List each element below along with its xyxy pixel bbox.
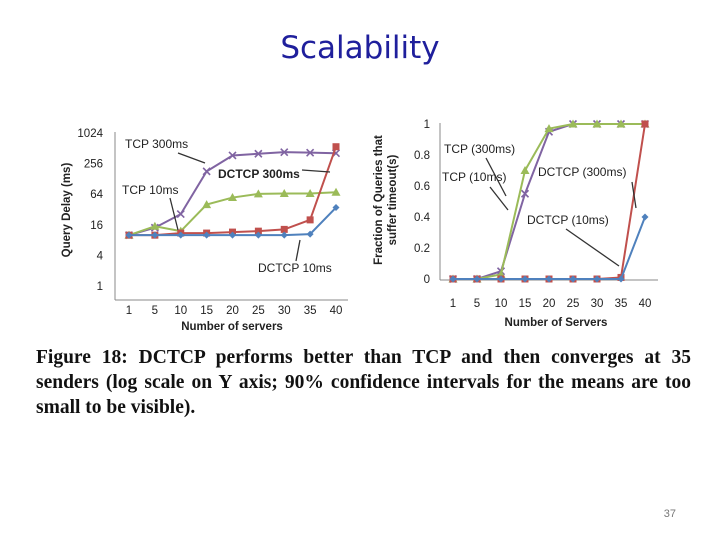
left-y-axis-title: Query Delay (ms) xyxy=(61,163,73,258)
right-x-axis-title: Number of Servers xyxy=(505,317,608,329)
right-x-tick-label: 1 xyxy=(450,298,456,310)
right-point-dctcp10 xyxy=(617,275,625,283)
slide-number: 37 xyxy=(663,508,676,520)
left-point-dctcp10 xyxy=(254,231,262,239)
left-y-tick-label: 4 xyxy=(97,250,104,262)
left-annotation-tcp300: TCP 300ms xyxy=(125,137,188,151)
right-annotation-tcp10: TCP (10ms) xyxy=(442,170,506,184)
right-point-dctcp10 xyxy=(521,275,529,283)
left-point-dctcp300 xyxy=(332,143,340,151)
right-y-tick-label: 1 xyxy=(424,119,430,131)
right-x-tick-label: 15 xyxy=(519,298,532,310)
right-y-tick-label: 0 xyxy=(424,274,430,286)
left-point-tcp10 xyxy=(279,189,289,198)
left-point-dctcp300 xyxy=(306,216,314,224)
right-x-tick-label: 20 xyxy=(543,298,556,310)
left-point-tcp300 xyxy=(228,151,237,160)
right-annotation-tcp300-arrow xyxy=(485,157,507,197)
right-annotation-tcp10-arrow xyxy=(489,186,509,211)
left-point-dctcp300 xyxy=(254,227,262,235)
right-point-tcp10 xyxy=(616,119,626,128)
left-annotation-dctcp10: DCTCP 10ms xyxy=(258,261,332,275)
left-point-tcp300 xyxy=(176,210,185,219)
left-x-tick-label: 1 xyxy=(126,305,132,317)
left-y-tick-label: 256 xyxy=(84,159,103,171)
right-point-tcp10 xyxy=(568,119,578,128)
left-y-tick-label: 1024 xyxy=(77,128,103,140)
right-annotation-dctcp300: DCTCP (300ms) xyxy=(538,165,626,179)
right-y-tick-label: 0.6 xyxy=(414,181,430,193)
left-y-tick-label: 64 xyxy=(90,189,103,201)
right-point-dctcp10 xyxy=(641,213,649,221)
left-x-tick-label: 35 xyxy=(304,305,317,317)
left-point-dctcp10 xyxy=(177,231,185,239)
right-point-dctcp10 xyxy=(593,275,601,283)
left-point-tcp300 xyxy=(280,148,289,157)
left-point-dctcp10 xyxy=(306,230,314,238)
slide-title: Scalability xyxy=(280,30,440,66)
right-x-tick-label: 40 xyxy=(639,298,652,310)
left-annotation-dctcp10-arrow xyxy=(295,239,301,262)
left-point-tcp10 xyxy=(331,187,341,196)
left-point-dctcp10 xyxy=(125,231,133,239)
right-point-tcp10 xyxy=(520,166,530,174)
left-y-tick-label: 1 xyxy=(97,281,103,293)
left-y-tick-label: 16 xyxy=(90,220,103,232)
right-annotation-tcp300: TCP (300ms) xyxy=(444,142,515,156)
left-x-tick-label: 40 xyxy=(330,305,343,317)
right-point-tcp10 xyxy=(592,119,602,128)
left-x-tick-label: 30 xyxy=(278,305,291,317)
right-point-dctcp300 xyxy=(641,120,649,128)
left-point-dctcp10 xyxy=(151,231,159,239)
right-y-tick-label: 0.2 xyxy=(414,243,430,255)
left-point-tcp10 xyxy=(305,189,315,198)
left-x-tick-label: 10 xyxy=(174,305,187,317)
right-point-tcp10 xyxy=(544,124,554,133)
left-annotation-tcp10: TCP 10ms xyxy=(122,183,178,197)
left-annotation-dctcp300: DCTCP 300ms xyxy=(218,167,300,181)
right-x-tick-label: 25 xyxy=(567,298,580,310)
left-point-tcp10 xyxy=(253,189,263,198)
left-point-tcp10 xyxy=(228,193,237,202)
left-x-tick-label: 5 xyxy=(152,305,158,317)
left-annotation-tcp10-arrow xyxy=(169,197,179,231)
left-annotation-tcp300-arrow xyxy=(177,152,206,164)
right-point-dctcp10 xyxy=(569,275,577,283)
right-point-tcp300 xyxy=(520,189,530,198)
right-annotation-dctcp10-arrow xyxy=(565,228,620,267)
left-point-tcp300 xyxy=(202,167,211,176)
right-point-dctcp10 xyxy=(473,275,481,283)
right-x-tick-label: 35 xyxy=(615,298,628,310)
left-point-tcp10 xyxy=(150,221,160,230)
left-x-axis-title: Number of servers xyxy=(181,321,283,333)
left-point-dctcp300 xyxy=(280,225,288,233)
right-point-dctcp10 xyxy=(497,275,505,283)
left-x-tick-label: 20 xyxy=(226,305,239,317)
left-point-dctcp10 xyxy=(229,231,236,239)
left-point-dctcp10 xyxy=(332,204,340,212)
right-x-tick-label: 10 xyxy=(495,298,508,310)
left-point-dctcp10 xyxy=(280,231,288,239)
right-x-tick-label: 30 xyxy=(591,298,604,310)
right-y-axis-title-line2: suffer timeout(s) xyxy=(387,154,399,245)
left-x-tick-label: 25 xyxy=(252,305,265,317)
right-annotation-dctcp300-arrow xyxy=(631,181,637,209)
left-point-tcp300 xyxy=(254,149,263,158)
right-y-axis-title-line1: Fraction of Queries that xyxy=(373,135,385,265)
figure-caption: Figure 18: DCTCP performs better than TC… xyxy=(36,347,691,418)
left-point-tcp300 xyxy=(306,148,315,157)
left-point-tcp10 xyxy=(202,200,212,209)
right-x-tick-label: 5 xyxy=(474,298,480,310)
right-point-dctcp10 xyxy=(545,275,553,283)
right-y-tick-label: 0.8 xyxy=(414,150,430,162)
left-point-dctcp10 xyxy=(203,231,211,239)
right-point-dctcp10 xyxy=(449,275,457,283)
right-chart: 10.80.60.40.20 1 5 10 15 20 25 30 35 40 Fraction… xyxy=(373,119,658,329)
left-annotation-dctcp300-arrow xyxy=(301,169,331,173)
left-x-tick-label: 15 xyxy=(200,305,213,317)
right-y-tick-label: 0.4 xyxy=(414,212,431,224)
right-annotation-dctcp10: DCTCP (10ms) xyxy=(527,213,609,227)
